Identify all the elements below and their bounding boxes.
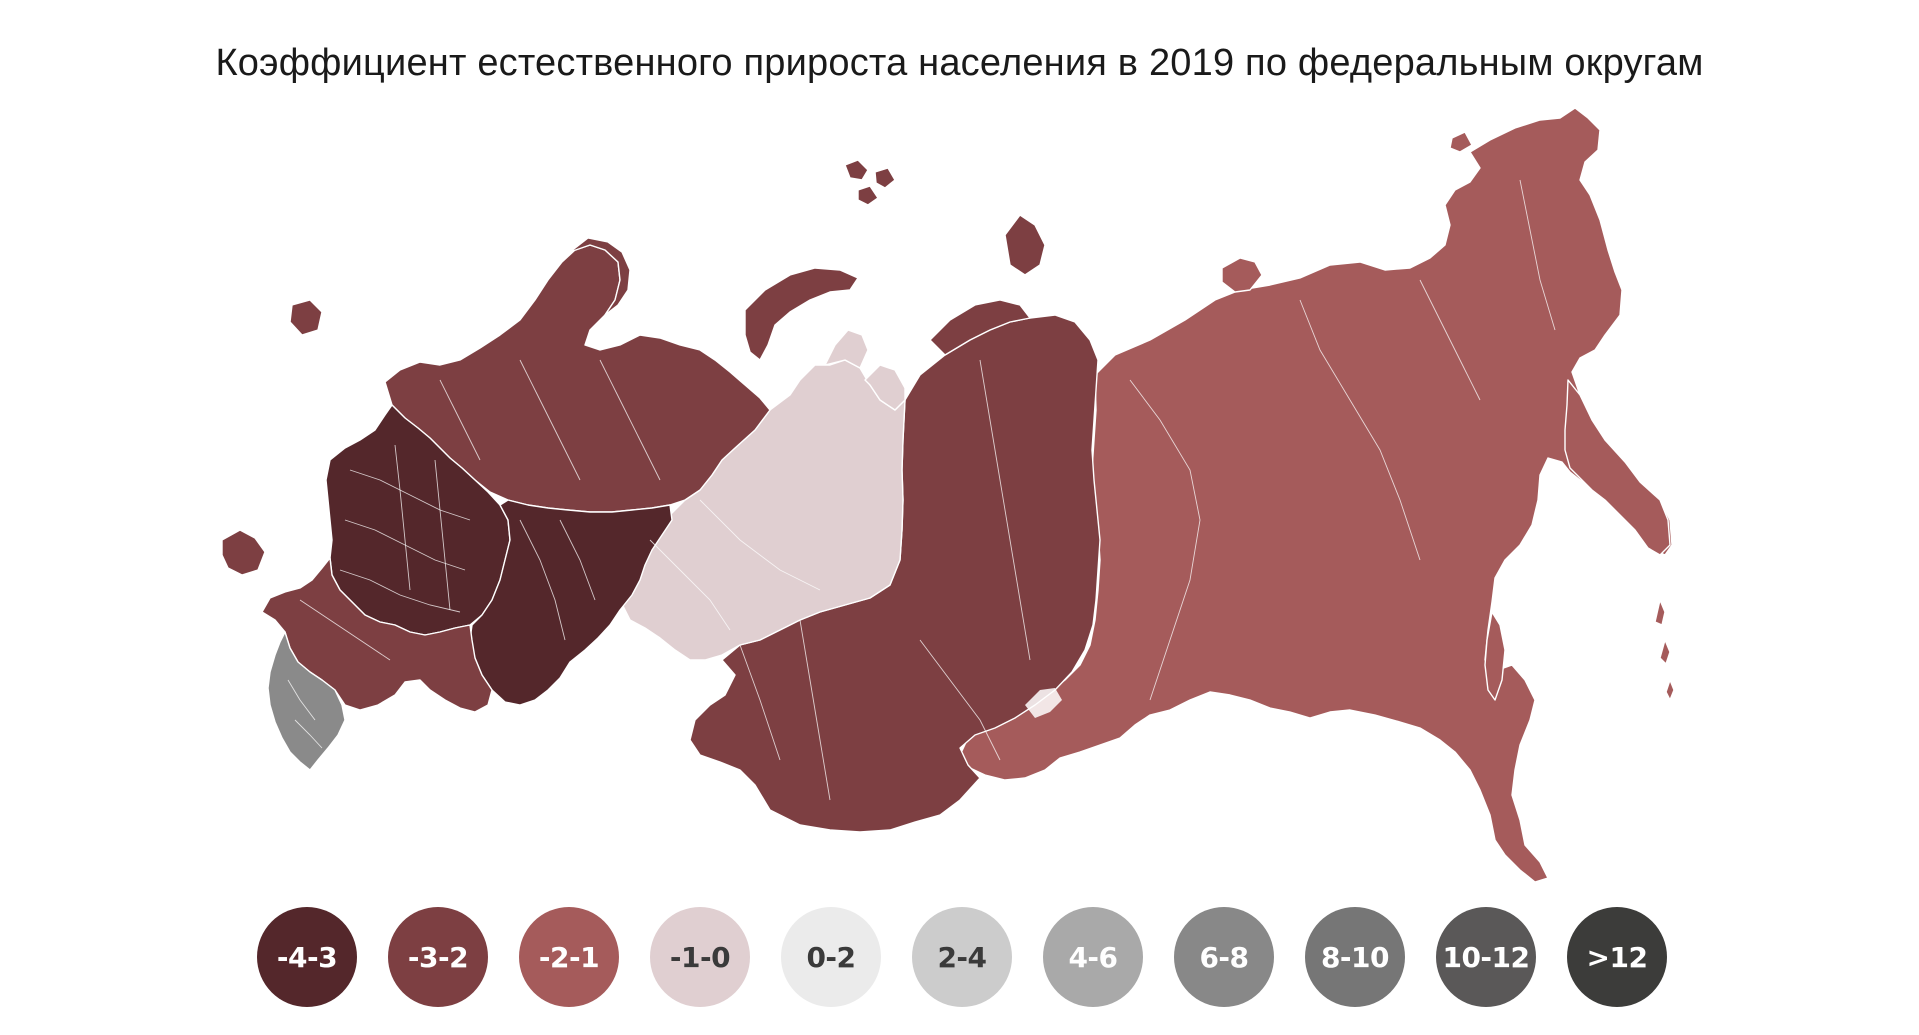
legend-label: -2-1 <box>538 940 600 974</box>
sakhalin <box>1484 611 1506 701</box>
novaya-zemlya <box>744 267 859 361</box>
wrangel-island <box>1449 131 1473 153</box>
legend-label: >12 <box>1586 940 1648 974</box>
crimea <box>221 529 266 576</box>
legend-item-m3m2: -3-2 <box>388 907 488 1007</box>
kurils <box>1654 599 1675 701</box>
legend-item-2-4: 2-4 <box>912 907 1012 1007</box>
kaliningrad <box>289 299 323 336</box>
severnaya-zemlya <box>1004 214 1046 276</box>
kamchatka <box>1564 379 1671 556</box>
legend-label: 4-6 <box>1068 940 1118 974</box>
district-northwest[interactable] <box>289 159 896 513</box>
legend-item-gt12: >12 <box>1567 907 1667 1007</box>
district-urals[interactable] <box>619 329 906 661</box>
legend-label: -4-3 <box>276 940 338 974</box>
legend-label: 10-12 <box>1442 940 1530 974</box>
district-volga[interactable] <box>469 499 673 706</box>
region-borders <box>287 179 1556 801</box>
yamal-peninsula <box>824 329 869 369</box>
map-title: Коэффициент естественного прироста насел… <box>215 42 1704 84</box>
legend-item-0-2: 0-2 <box>781 907 881 1007</box>
new-siberian-islands <box>1221 257 1263 293</box>
legend-item-4-6: 4-6 <box>1043 907 1143 1007</box>
legend-item-m2m1: -2-1 <box>519 907 619 1007</box>
franz-josef-land <box>844 159 896 206</box>
gydan <box>864 364 906 411</box>
legend: -4-3 -3-2 -2-1 -1-0 0-2 2-4 4-6 6-8 8-10… <box>0 907 1919 1007</box>
legend-label: -1-0 <box>669 940 731 974</box>
kola-peninsula <box>569 237 631 316</box>
legend-label: 2-4 <box>937 940 987 974</box>
legend-label: -3-2 <box>407 940 469 974</box>
legend-item-8-10: 8-10 <box>1305 907 1405 1007</box>
legend-item-10-12: 10-12 <box>1436 907 1536 1007</box>
district-north-caucasus[interactable] <box>267 631 346 771</box>
legend-item-m1-0: -1-0 <box>650 907 750 1007</box>
legend-item-6-8: 6-8 <box>1174 907 1274 1007</box>
legend-label: 6-8 <box>1199 940 1249 974</box>
district-south[interactable] <box>221 529 493 713</box>
legend-label: 8-10 <box>1320 940 1390 974</box>
district-far-east[interactable] <box>959 107 1675 883</box>
legend-label: 0-2 <box>806 940 856 974</box>
legend-item-m4m3: -4-3 <box>257 907 357 1007</box>
lake-baikal <box>1025 688 1062 718</box>
taimyr-north <box>929 299 1031 356</box>
